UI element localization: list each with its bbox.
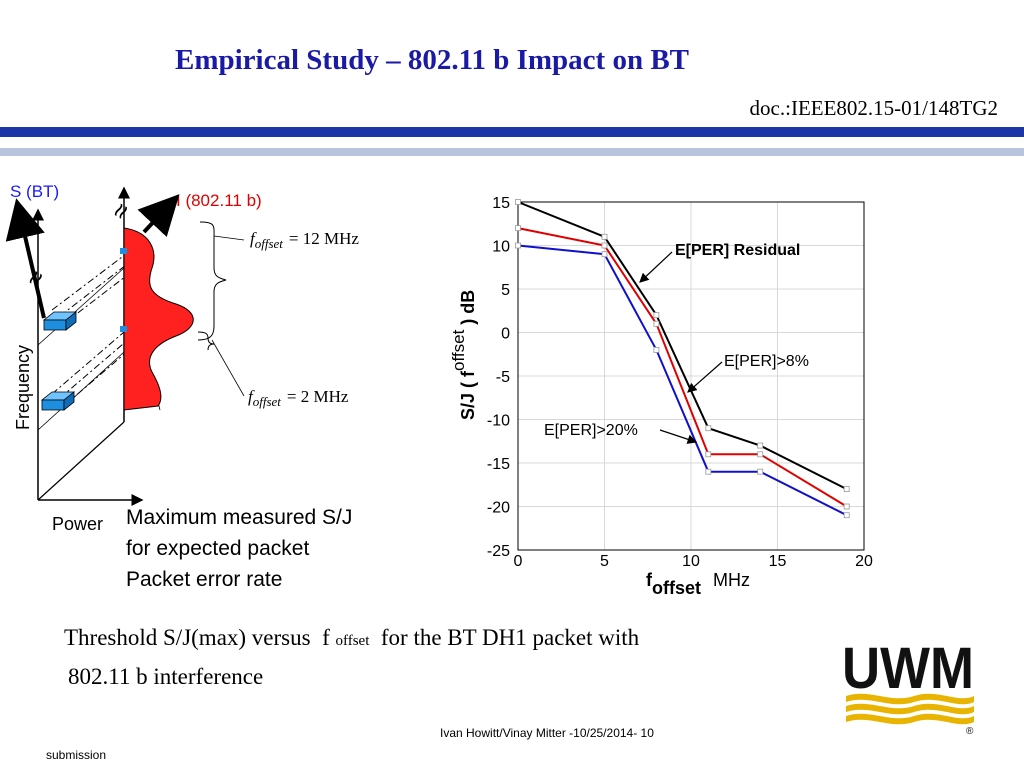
y-tick-label: -5 (496, 369, 510, 386)
y-axis-label: S/J ( foffset ) dB (449, 290, 478, 420)
interferer-spectrum (123, 227, 194, 411)
y-tick-label: 5 (501, 282, 510, 299)
leader-line (213, 235, 245, 241)
offset-2-label: foffset = 2 MHz (248, 387, 349, 409)
series-point-2 (843, 512, 850, 519)
y-tick-label: 15 (492, 195, 510, 212)
x-axis-label: foffset MHz (646, 570, 750, 598)
caption-line2: 802.11 b interference (68, 664, 264, 689)
header-rule-light (0, 148, 1024, 156)
interferer-label: I (802.11 b) (176, 191, 262, 210)
series-label-per20: E[PER]>20% (544, 422, 638, 439)
signal-label: S (BT) (10, 182, 59, 201)
bt-marker (120, 326, 127, 332)
series-arrow-residual (639, 251, 673, 283)
series-line-1 (517, 227, 848, 508)
series-line-0 (517, 201, 848, 490)
series-point-0 (653, 312, 660, 319)
series-point-0 (601, 233, 608, 240)
series-point-1 (843, 503, 850, 510)
series-point-2 (653, 346, 660, 353)
threshold-chart: 0 5 10 15 20 15 10 5 0 -5 -10 -15 -20 -25 E[PER] Resi… (449, 195, 873, 598)
doc-id: doc.:IEEE802.15-01/148TG2 (749, 96, 998, 120)
series-point-1 (705, 451, 712, 458)
bt-marker (120, 248, 127, 254)
footer-credit: Ivan Howitt/Vinay Mitter -10/25/2014- 10 (440, 726, 654, 740)
y-tick-label: -10 (487, 413, 510, 430)
header-rule-dark (0, 127, 1024, 137)
legend-line1: Maximum measured S/J (126, 506, 352, 529)
y-tick-label: -25 (487, 543, 510, 560)
caption-line1: Threshold S/J(max) versus f offset for t… (64, 625, 640, 650)
series-point-1 (601, 242, 608, 249)
interferer-arrow (137, 194, 180, 238)
x-tick-label: 5 (600, 553, 609, 570)
series-point-2 (705, 468, 712, 475)
y-tick-label: -15 (487, 456, 510, 473)
bt-signal-block-lower (40, 391, 76, 411)
series-point-2 (757, 468, 764, 475)
x-tick-label: 10 (682, 553, 700, 570)
series-point-2 (601, 251, 608, 258)
offset-brace-12 (197, 221, 227, 341)
series-line-2 (517, 244, 848, 517)
series-point-0 (843, 486, 850, 493)
plot-frame (517, 201, 865, 551)
series-point-1 (757, 451, 764, 458)
interference-diagram: S (BT) I (802.11 b) ≈ ≈ (5, 182, 359, 591)
uwm-logo-registered: ® (966, 726, 974, 736)
uwm-logo-waves (846, 693, 974, 725)
y-tick-label: -20 (487, 500, 510, 517)
y-tick-label: 0 (501, 326, 510, 343)
bt-signal-block-upper (42, 311, 78, 331)
signal-arrow (5, 198, 46, 319)
series-point-2 (515, 242, 521, 249)
series-point-0 (515, 199, 521, 205)
frequency-axis-label: Frequency (13, 345, 33, 430)
x-tick-label: 15 (769, 553, 787, 570)
series-label-per8: E[PER]>8% (724, 353, 809, 370)
axis-break-symbol: ≈ (104, 197, 137, 224)
y-tick-label: 10 (492, 239, 510, 256)
series-label-residual: E[PER] Residual (675, 242, 800, 259)
x-tick-label: 0 (514, 553, 523, 570)
footer-submission: submission (46, 748, 107, 762)
uwm-logo-text: UWM (842, 636, 974, 701)
x-tick-label: 20 (855, 553, 873, 570)
series-point-1 (653, 320, 660, 327)
uwm-logo: UWM ® (842, 636, 974, 736)
series-arrow-per20 (659, 429, 698, 444)
figure-caption: Threshold S/J(max) versus f offset for t… (64, 620, 824, 695)
series-arrow-per8 (687, 361, 723, 393)
series-point-0 (757, 442, 764, 449)
offset-brace-2 (197, 331, 215, 351)
power-axis-label: Power (52, 514, 103, 534)
depth-axis (37, 421, 125, 501)
legend-line3: Packet error rate (126, 568, 282, 591)
legend-line2: for expected packet (126, 537, 309, 560)
offset-12-label: foffset = 12 MHz (250, 229, 359, 251)
series-point-0 (705, 425, 712, 432)
grid-line (37, 267, 125, 346)
series-point-1 (515, 225, 521, 232)
slide-title: Empirical Study – 802.11 b Impact on BT (174, 44, 690, 76)
leader-line (211, 339, 245, 397)
